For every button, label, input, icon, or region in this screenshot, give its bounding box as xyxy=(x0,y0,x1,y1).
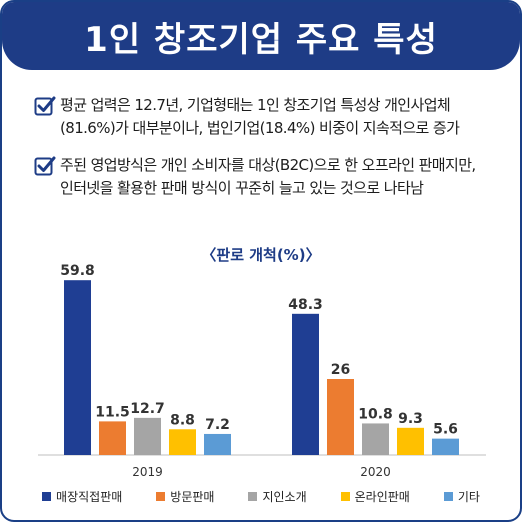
data-label: 59.8 xyxy=(60,263,95,279)
bar xyxy=(327,379,354,455)
summary-line: 평균 업력은 12.7년, 기업형태는 1인 창조기업 특성상 개인사업체 xyxy=(60,96,451,114)
legend-label: 온라인판매 xyxy=(354,490,410,504)
legend-label: 매장직접판매 xyxy=(56,490,123,504)
legend-swatch xyxy=(42,492,52,501)
summary-line: 인터넷을 활용한 판매 방식이 꾸준히 늘고 있는 것으로 나타남 xyxy=(60,179,424,197)
summary-line: 주된 영업방식은 개인 소비자를 대상(B2C)으로 한 오프라인 판매지만, xyxy=(60,156,476,174)
data-label: 8.8 xyxy=(170,412,195,428)
bar xyxy=(99,421,126,455)
legend-swatch xyxy=(443,492,453,501)
bar xyxy=(397,427,424,455)
checkmark-icon xyxy=(34,96,56,116)
legend-item: 매장직접판매 xyxy=(42,488,122,505)
bar xyxy=(169,429,196,455)
bar xyxy=(292,313,319,455)
legend-swatch xyxy=(156,492,166,501)
legend-swatch xyxy=(248,492,258,501)
title-banner: 1인 창조기업 주요 특성 xyxy=(2,2,520,70)
bar xyxy=(204,433,231,455)
summary-text: 평균 업력은 12.7년, 기업형태는 1인 창조기업 특성상 개인사업체 (8… xyxy=(60,94,460,140)
legend-item: 지인소개 xyxy=(248,488,307,505)
page-title: 1인 창조기업 주요 특성 xyxy=(84,19,438,60)
summary-item: 주된 영업방식은 개인 소비자를 대상(B2C)으로 한 오프라인 판매지만, … xyxy=(34,154,504,200)
x-tick-label: 2019 xyxy=(132,465,163,479)
bar xyxy=(64,280,91,455)
x-tick-label: 2020 xyxy=(360,465,391,479)
legend-swatch xyxy=(340,492,350,501)
data-label: 48.3 xyxy=(288,297,323,313)
bar xyxy=(362,423,389,455)
legend-item: 기타 xyxy=(443,488,480,505)
bar xyxy=(134,417,161,455)
chart-legend: 매장직접판매 방문판매 지인소개 온라인판매 기타 xyxy=(2,488,520,505)
legend-label: 방문판매 xyxy=(170,490,215,504)
bar xyxy=(432,438,459,455)
summary-line: (81.6%)가 대부분이나, 법인기업(18.4%) 비중이 지속적으로 증가 xyxy=(60,119,460,137)
legend-item: 온라인판매 xyxy=(340,488,410,505)
data-label: 5.6 xyxy=(433,422,458,438)
data-label: 9.3 xyxy=(398,411,423,427)
data-label: 11.5 xyxy=(95,404,130,420)
chart-title: 〈판로 개척(%)〉 xyxy=(201,246,321,264)
summary-item: 평균 업력은 12.7년, 기업형태는 1인 창조기업 특성상 개인사업체 (8… xyxy=(34,94,504,140)
legend-label: 지인소개 xyxy=(262,490,307,504)
data-label: 12.7 xyxy=(130,401,165,417)
checkmark-icon xyxy=(34,156,56,176)
data-label: 26 xyxy=(331,362,350,378)
legend-label: 기타 xyxy=(457,490,480,504)
legend-item: 방문판매 xyxy=(156,488,214,505)
summary-text: 주된 영업방식은 개인 소비자를 대상(B2C)으로 한 오프라인 판매지만, … xyxy=(60,154,476,200)
data-label: 10.8 xyxy=(358,406,393,422)
summary-list: 평균 업력은 12.7년, 기업형태는 1인 창조기업 특성상 개인사업체 (8… xyxy=(34,94,504,214)
data-label: 7.2 xyxy=(205,417,230,433)
